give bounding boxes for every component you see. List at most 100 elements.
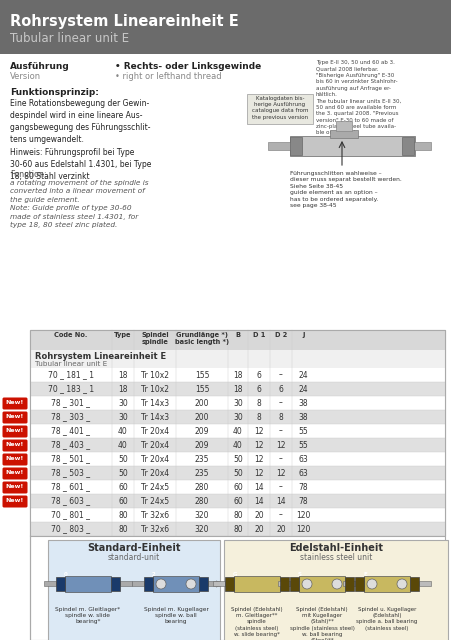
Text: Spindel (Edelstahl)
m. Gleitlager**
spindle
(stainless steel)
w. slide bearing*: Spindel (Edelstahl) m. Gleitlager** spin… xyxy=(230,607,282,637)
Text: Function:: Function: xyxy=(10,170,46,179)
Text: 12: 12 xyxy=(253,454,263,463)
Text: New!: New! xyxy=(6,429,24,433)
Text: 6: 6 xyxy=(256,371,261,380)
Bar xyxy=(335,121,351,131)
Text: 50: 50 xyxy=(118,468,128,477)
Text: New!: New! xyxy=(6,456,24,461)
Text: 18: 18 xyxy=(118,371,128,380)
Text: 40: 40 xyxy=(233,440,242,449)
Bar xyxy=(132,581,144,586)
Text: 60: 60 xyxy=(118,497,128,506)
Text: Code No.: Code No. xyxy=(54,332,87,338)
Text: Tr 20x4: Tr 20x4 xyxy=(141,454,169,463)
FancyBboxPatch shape xyxy=(3,495,28,508)
FancyBboxPatch shape xyxy=(3,481,28,493)
Text: 200: 200 xyxy=(194,413,209,422)
Text: 63: 63 xyxy=(298,468,308,477)
Text: 155: 155 xyxy=(194,371,209,380)
Text: Tubular linear unit E: Tubular linear unit E xyxy=(35,361,107,367)
Bar xyxy=(30,480,444,494)
Bar xyxy=(30,396,444,410)
Text: 40: 40 xyxy=(118,440,128,449)
Bar xyxy=(212,581,225,586)
FancyBboxPatch shape xyxy=(3,440,28,451)
Bar xyxy=(418,581,430,586)
Text: Spindel m. Gleitlager*
spindle w. slide
bearing*: Spindel m. Gleitlager* spindle w. slide … xyxy=(55,607,120,625)
Text: 78 _ 303 _: 78 _ 303 _ xyxy=(51,413,90,422)
Bar xyxy=(288,581,300,586)
Text: Grundlänge *)
basic length *): Grundlänge *) basic length *) xyxy=(175,332,229,345)
Text: Edelstahl-Einheit: Edelstahl-Einheit xyxy=(288,543,382,553)
Text: New!: New! xyxy=(6,470,24,476)
Text: 40: 40 xyxy=(118,426,128,435)
Text: 20: 20 xyxy=(253,525,263,534)
Bar xyxy=(344,577,353,591)
Text: Type: Type xyxy=(114,332,131,338)
Bar xyxy=(56,577,65,591)
FancyBboxPatch shape xyxy=(3,467,28,479)
Text: J: J xyxy=(302,332,304,338)
Bar xyxy=(279,577,288,591)
Bar xyxy=(207,581,220,586)
Text: 30: 30 xyxy=(118,413,128,422)
Bar xyxy=(299,576,344,592)
Text: –: – xyxy=(278,483,282,492)
Circle shape xyxy=(156,579,166,589)
Text: 0: 0 xyxy=(64,572,68,577)
Text: Führungsschlitten wahlweise –
dieser muss separat bestellt werden.
Siehe Seite 3: Führungsschlitten wahlweise – dieser mus… xyxy=(290,171,401,208)
Text: 14: 14 xyxy=(253,497,263,506)
Text: • Rechts- oder Linksgewinde: • Rechts- oder Linksgewinde xyxy=(115,62,261,71)
Text: 78 _ 503 _: 78 _ 503 _ xyxy=(51,468,90,477)
Circle shape xyxy=(301,579,311,589)
Bar xyxy=(353,581,365,586)
Text: 12: 12 xyxy=(276,440,285,449)
Bar xyxy=(30,350,444,368)
Text: 200: 200 xyxy=(194,399,209,408)
Text: 78 _ 403 _: 78 _ 403 _ xyxy=(51,440,90,449)
Bar xyxy=(224,540,447,640)
Text: Standard-Einheit: Standard-Einheit xyxy=(87,543,180,553)
Bar xyxy=(354,577,363,591)
Text: –: – xyxy=(278,511,282,520)
Bar xyxy=(30,452,444,466)
Text: –: – xyxy=(278,426,282,435)
Bar xyxy=(111,577,120,591)
Bar xyxy=(30,438,444,452)
Text: 209: 209 xyxy=(194,426,209,435)
Text: Ausführung: Ausführung xyxy=(10,62,69,71)
Text: Spindel m. Kugellager
spindle w. ball
bearing: Spindel m. Kugellager spindle w. ball be… xyxy=(143,607,208,625)
Text: 70 _ 181 _ 1: 70 _ 181 _ 1 xyxy=(48,371,94,380)
Text: New!: New! xyxy=(6,415,24,419)
Text: –: – xyxy=(278,454,282,463)
Text: 12: 12 xyxy=(253,468,263,477)
Text: Tr 32x6: Tr 32x6 xyxy=(141,525,169,534)
Text: Type E-II 30, 50 und 60 ab 3.
Quartal 2008 lieferbar.
"Bisherige Ausführung" E-3: Type E-II 30, 50 und 60 ab 3. Quartal 20… xyxy=(315,60,400,136)
Text: New!: New! xyxy=(6,499,24,504)
Bar xyxy=(44,581,56,586)
Text: Tr 20x4: Tr 20x4 xyxy=(141,440,169,449)
Text: 235: 235 xyxy=(194,468,209,477)
Text: 18: 18 xyxy=(233,385,242,394)
Text: 40: 40 xyxy=(233,426,242,435)
Text: 8: 8 xyxy=(256,399,261,408)
Text: 55: 55 xyxy=(298,426,308,435)
Text: Tr 24x5: Tr 24x5 xyxy=(141,483,169,492)
Text: Spindel (Edelstahl)
mit Kugellager
(Stahl)**
spindle (stainless steel)
w. ball b: Spindel (Edelstahl) mit Kugellager (Stah… xyxy=(289,607,354,640)
Text: 55: 55 xyxy=(298,440,308,449)
Text: 30: 30 xyxy=(233,399,242,408)
Text: Tr 10x2: Tr 10x2 xyxy=(141,371,169,380)
Text: 63: 63 xyxy=(298,454,308,463)
Text: 78: 78 xyxy=(298,483,308,492)
Text: 60: 60 xyxy=(233,497,242,506)
Text: 320: 320 xyxy=(194,525,209,534)
Bar xyxy=(30,494,444,508)
Text: Rohrsystem Lineareinheit E: Rohrsystem Lineareinheit E xyxy=(35,352,166,361)
Text: 50: 50 xyxy=(118,454,128,463)
Bar xyxy=(30,382,444,396)
Text: Tr 32x6: Tr 32x6 xyxy=(141,511,169,520)
Text: D 1: D 1 xyxy=(252,332,265,338)
Text: 12: 12 xyxy=(253,426,263,435)
Text: Spindel
spindle: Spindel spindle xyxy=(141,332,168,345)
Text: 2: 2 xyxy=(152,572,156,577)
Bar xyxy=(30,330,444,350)
